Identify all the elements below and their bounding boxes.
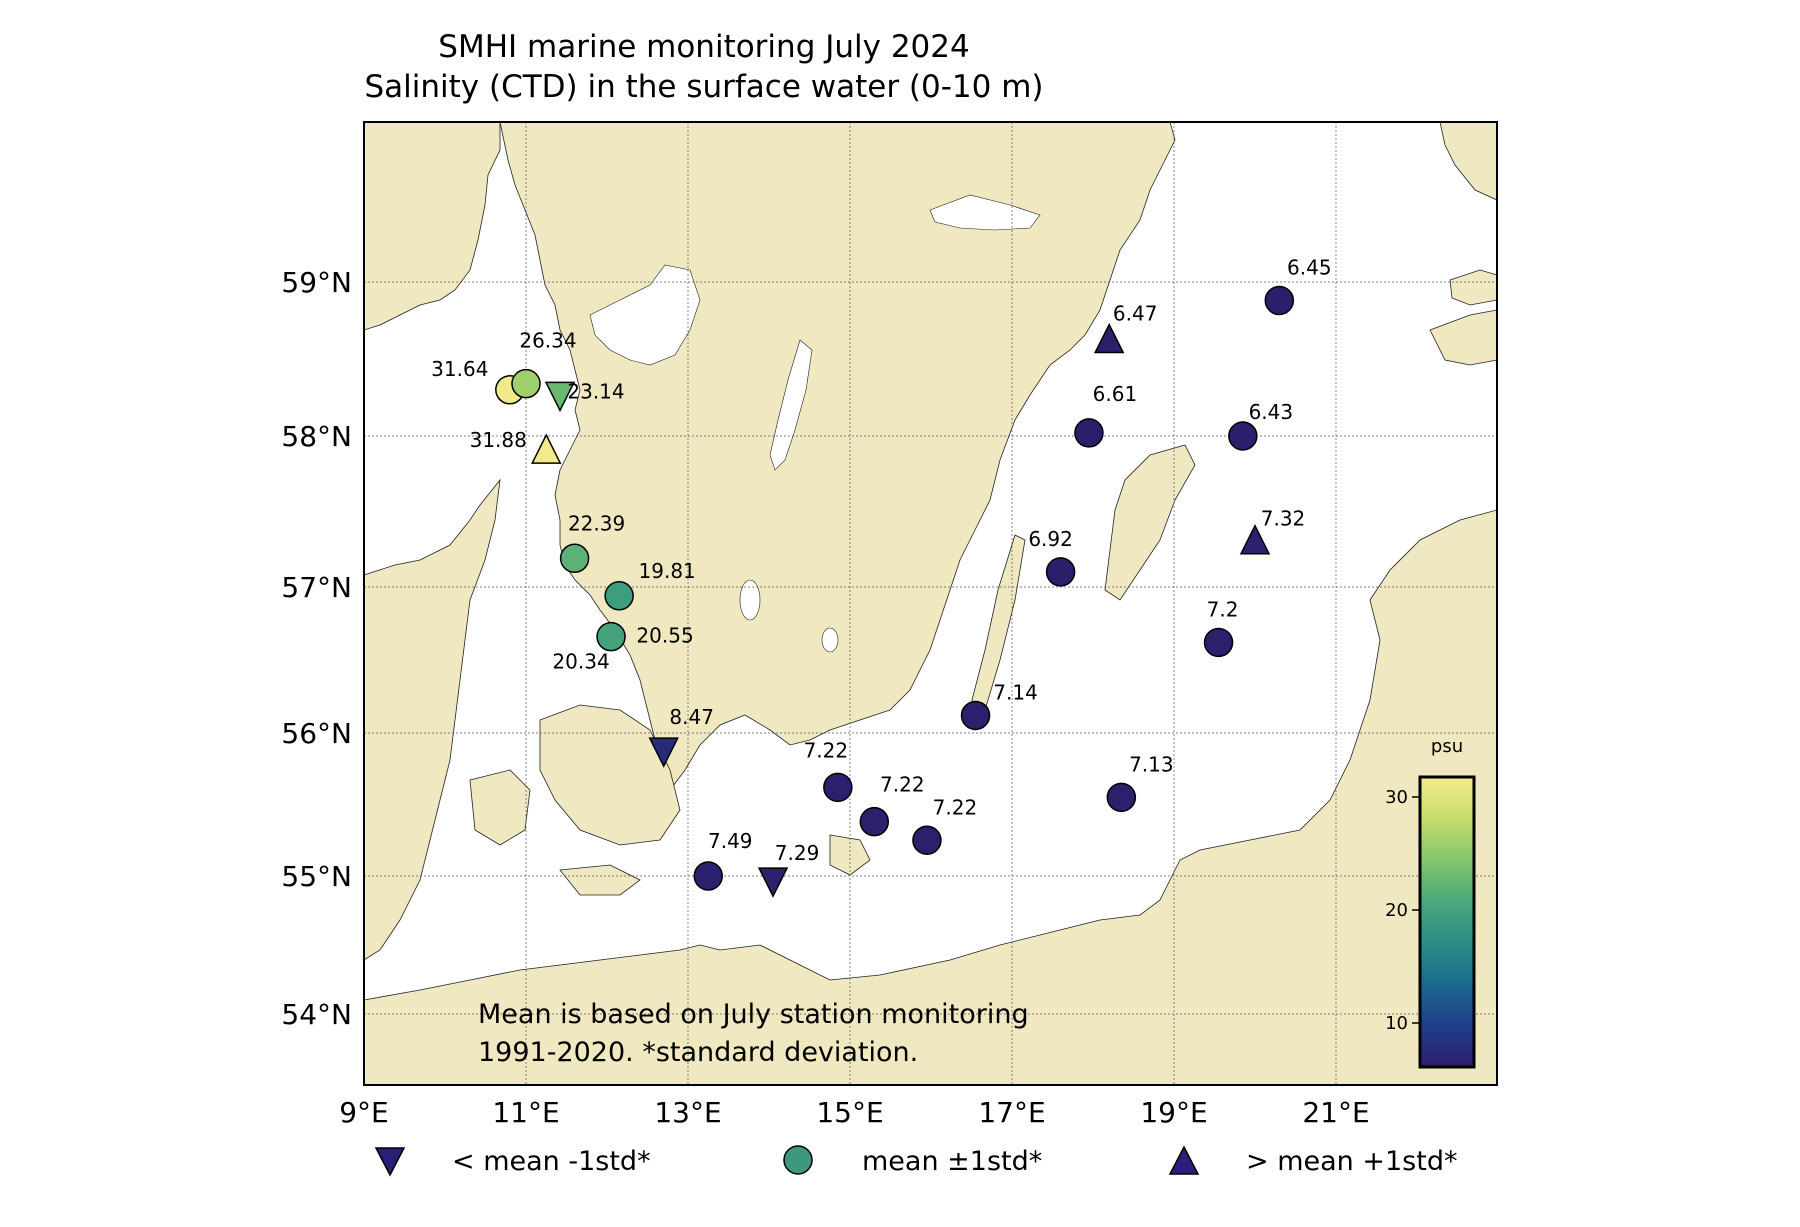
station-marker-circle — [1228, 421, 1258, 451]
lat-label-57: 57°N — [281, 571, 352, 604]
station-marker-circle — [559, 543, 590, 574]
lat-label-58: 58°N — [281, 420, 352, 453]
station-value-label: 7.32 — [1261, 507, 1306, 531]
station-marker-triangle-up — [1239, 524, 1271, 555]
title-line-2: Salinity (CTD) in the surface water (0-1… — [364, 69, 1043, 105]
station-value-label: 8.47 — [669, 705, 714, 729]
station-value-label: 6.45 — [1287, 255, 1332, 279]
gotland-land — [1104, 444, 1196, 601]
note-line-2: 1991-2020. *standard deviation. — [478, 1037, 918, 1068]
title-line-1: SMHI marine monitoring July 2024 — [438, 29, 969, 65]
station-value-label: 7.49 — [708, 829, 753, 853]
lon-label-11: 11°E — [492, 1096, 559, 1129]
station-value-label: 7.22 — [880, 773, 925, 797]
station-value-label: 6.47 — [1113, 302, 1158, 326]
note-line-1: Mean is based on July station monitoring — [478, 999, 1029, 1030]
lon-label-9: 9°E — [339, 1096, 389, 1129]
station-value-label: 26.34 — [519, 329, 576, 353]
station-value-label: 22.39 — [568, 511, 625, 535]
station-marker-circle — [1045, 557, 1076, 587]
norway-land — [364, 122, 501, 331]
station-value-label: 7.22 — [933, 795, 978, 819]
station-value-label: 6.61 — [1093, 382, 1138, 406]
longitude-labels: 9°E 11°E 13°E 15°E 17°E 19°E 21°E — [339, 1096, 1369, 1129]
station-marker-circle — [960, 700, 991, 731]
station-value-label: 7.2 — [1207, 597, 1239, 621]
station-marker-circle — [1203, 627, 1234, 658]
station-marker-circle — [823, 772, 853, 803]
station-value-label: 31.88 — [470, 428, 527, 452]
station-value-label: 7.13 — [1129, 752, 1174, 776]
station-value-label: 20.55 — [636, 624, 693, 648]
station-marker-triangle-up — [531, 433, 562, 464]
lolland-land — [559, 864, 641, 896]
funen-land — [469, 769, 531, 846]
station-marker-circle — [912, 825, 942, 855]
colorbar-unit: psu — [1431, 736, 1463, 757]
station-value-label: 19.81 — [639, 559, 696, 583]
station-value-label: 31.64 — [431, 357, 488, 381]
station-value-label: 7.29 — [775, 841, 820, 865]
lon-label-21: 21°E — [1302, 1096, 1369, 1129]
station-marker-triangle-down — [544, 381, 576, 413]
station-marker-circle — [511, 368, 541, 399]
colorbar-gradient — [1418, 775, 1476, 1069]
station-value-label: 20.34 — [552, 650, 609, 674]
legend-circle-icon — [783, 1145, 813, 1175]
lon-label-17: 17°E — [978, 1096, 1045, 1129]
colorbar-tick-label-10: 10 — [1385, 1013, 1408, 1034]
finland-land — [1439, 122, 1497, 201]
station-value-label: 23.14 — [567, 379, 624, 403]
colorbar: psu 30 20 10 — [1385, 736, 1476, 1069]
station-marker-circle — [693, 861, 723, 891]
lon-label-15: 15°E — [816, 1096, 883, 1129]
zealand-land — [539, 704, 681, 846]
station-value-label: 6.43 — [1249, 400, 1294, 424]
latitude-labels: 59°N 58°N 57°N 56°N 55°N 54°N — [281, 266, 352, 1031]
station-marker-circle — [596, 621, 626, 652]
colorbar-tick-label-30: 30 — [1385, 787, 1408, 808]
small-lake — [739, 579, 761, 621]
lon-label-19: 19°E — [1140, 1096, 1207, 1129]
lon-label-13: 13°E — [654, 1096, 721, 1129]
station-marker-circle — [1074, 418, 1104, 448]
legend-above-label: > mean +1std* — [1246, 1146, 1457, 1177]
station-value-label: 7.22 — [804, 738, 849, 762]
lake-malaren — [929, 194, 1041, 231]
station-marker-circle — [1264, 285, 1295, 316]
lat-label-59: 59°N — [281, 266, 352, 299]
saaremaa-land — [1429, 309, 1497, 366]
station-marker-circle — [1106, 782, 1137, 813]
station-marker-triangle-up — [1093, 322, 1125, 354]
legend-triangle-up-icon — [1168, 1145, 1200, 1175]
lat-label-56: 56°N — [281, 717, 352, 750]
lake-vattern — [769, 339, 813, 471]
hiiumaa-land — [1449, 269, 1497, 306]
marker-legend: < mean -1std* mean ±1std* > mean +1std* — [374, 1145, 1457, 1177]
station-value-label: 7.14 — [993, 680, 1038, 704]
legend-below-label: < mean -1std* — [452, 1146, 651, 1177]
jutland-land — [364, 478, 501, 961]
station-marker-triangle-down — [757, 867, 789, 898]
station-marker-circle — [859, 806, 890, 837]
land-layer — [364, 122, 1497, 1085]
stations-layer: 6.45 6.47 6.61 6.43 7.32 6.92 7.2 7.14 7.13 7.22 7… — [431, 255, 1332, 898]
map-grid — [364, 122, 1497, 1085]
lake-vanern — [589, 264, 701, 366]
legend-within-label: mean ±1std* — [862, 1146, 1042, 1177]
small-lake — [821, 627, 839, 653]
map-frame — [363, 121, 1498, 1086]
legend-triangle-down-icon — [374, 1147, 406, 1177]
south-coast-land — [364, 509, 1497, 1085]
station-marker-circle — [604, 581, 634, 611]
lat-label-54: 54°N — [281, 998, 352, 1031]
lat-label-55: 55°N — [281, 860, 352, 893]
station-marker-triangle-down — [648, 737, 679, 768]
station-value-label: 6.92 — [1028, 527, 1073, 551]
colorbar-tick-label-20: 20 — [1385, 900, 1408, 921]
